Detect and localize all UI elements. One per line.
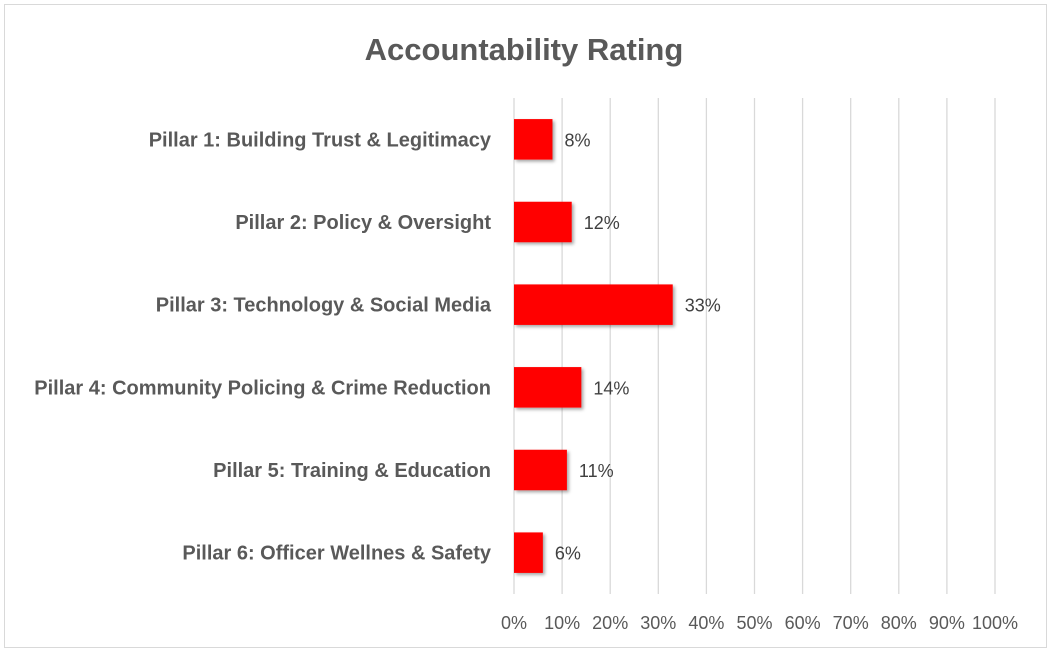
data-label: 12%: [584, 213, 620, 233]
bar: [514, 367, 582, 408]
bar: [514, 449, 567, 491]
category-labels: Pillar 1: Building Trust & Legitimacy Pil…: [34, 129, 492, 564]
category-label: Pillar 6: Officer Wellnes & Safety: [182, 543, 492, 565]
x-tick-label: 80%: [881, 613, 917, 633]
x-tick-label: 30%: [640, 613, 676, 633]
data-label: 33%: [685, 296, 721, 316]
x-tick-label: 70%: [833, 613, 869, 633]
x-tick-label: 20%: [592, 613, 628, 633]
category-label: Pillar 5: Training & Education: [213, 460, 491, 482]
x-tick-label: 100%: [972, 613, 1018, 633]
bar: [514, 284, 673, 325]
data-label: 11%: [579, 461, 614, 481]
bars: [514, 119, 673, 573]
data-labels: 8% 12% 33% 14% 11% 6%: [555, 130, 721, 563]
category-label: Pillar 2: Policy & Oversight: [235, 212, 491, 234]
gridlines: [513, 98, 996, 594]
x-tick-label: 0%: [501, 613, 527, 633]
x-tick-label: 40%: [688, 613, 724, 633]
x-tick-label: 90%: [929, 613, 965, 633]
bar: [514, 201, 572, 243]
data-label: 8%: [564, 130, 590, 150]
x-axis-tick-labels: 0% 10% 20% 30% 40% 50% 60% 70% 80% 90% 100%: [501, 613, 1018, 633]
x-tick-label: 50%: [736, 613, 772, 633]
category-label: Pillar 3: Technology & Social Media: [156, 295, 492, 317]
chart-title: Accountability Rating: [365, 32, 684, 67]
category-label: Pillar 1: Building Trust & Legitimacy: [149, 129, 492, 151]
data-label: 14%: [593, 378, 629, 398]
bar: [514, 119, 553, 160]
category-label: Pillar 4: Community Policing & Crime Red…: [34, 377, 491, 399]
x-tick-label: 60%: [785, 613, 821, 633]
x-tick-label: 10%: [544, 613, 580, 633]
bar: [514, 532, 543, 573]
data-label: 6%: [555, 544, 581, 564]
